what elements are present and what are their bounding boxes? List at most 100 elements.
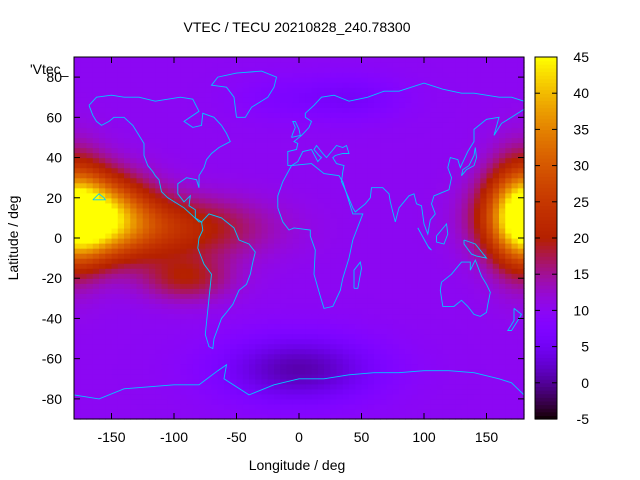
heatmap-cell [461,273,469,279]
heatmap-cell [436,177,444,184]
heatmap-cell [474,308,481,315]
heatmap-cell [92,248,100,254]
heatmap-cell [417,232,425,239]
heatmap-cell [280,333,288,340]
heatmap-cell [249,288,256,294]
heatmap-cell [386,378,394,385]
heatmap-cell [267,102,275,108]
heatmap-cell [174,167,181,174]
heatmap-cell [217,117,225,123]
heatmap-cell [217,333,225,340]
heatmap-cell [424,303,431,309]
heatmap-cell [430,232,438,239]
heatmap-cell [249,303,256,309]
heatmap-cell [136,217,144,224]
heatmap-cell [317,398,325,405]
heatmap-cell [267,413,275,420]
heatmap-cell [261,238,269,244]
heatmap-cell [386,253,394,259]
heatmap-cell [155,152,163,159]
heatmap-cell [224,127,231,134]
heatmap-cell [430,147,438,154]
heatmap-cell [361,77,369,83]
heatmap-cell [380,383,388,390]
heatmap-cell [117,92,125,98]
heatmap-cell [217,147,225,154]
heatmap-cell [386,172,394,179]
heatmap-cell [392,92,400,98]
heatmap-cell [486,202,494,209]
heatmap-cell [374,172,381,179]
heatmap-cell [336,177,344,184]
heatmap-cell [511,152,519,159]
heatmap-cell [124,157,131,164]
heatmap-cell [249,293,256,299]
heatmap-cell [92,147,100,154]
heatmap-cell [405,263,413,269]
heatmap-cell [336,278,344,284]
heatmap-cell [80,263,88,269]
heatmap-cell [267,313,275,320]
heatmap-cell [336,187,344,194]
heatmap-cell [455,117,463,123]
heatmap-cell [430,318,438,325]
heatmap-cell [411,87,419,93]
heatmap-cell [311,92,319,98]
heatmap-cell [455,102,463,108]
heatmap-cell [142,303,150,309]
heatmap-cell [455,358,463,365]
heatmap-cell [349,413,356,420]
heatmap-cell [324,112,331,118]
heatmap-cell [155,413,163,420]
heatmap-cell [86,308,94,315]
heatmap-cell [436,72,444,78]
heatmap-cell [386,87,394,93]
heatmap-cell [199,132,206,139]
heatmap-cell [142,353,150,360]
heatmap-cell [261,273,269,279]
heatmap-cell [111,263,119,269]
heatmap-cell [274,413,281,420]
heatmap-cell [124,243,131,249]
heatmap-cell [274,378,281,385]
heatmap-cell [255,187,263,194]
heatmap-cell [124,172,131,179]
heatmap-cell [111,157,119,164]
heatmap-cell [74,157,81,164]
heatmap-cell [217,343,225,350]
heatmap-cell [436,217,444,224]
heatmap-cell [436,182,444,189]
heatmap-cell [180,283,188,289]
heatmap-cell [105,328,113,335]
heatmap-cell [492,182,500,189]
heatmap-cell [149,333,156,340]
heatmap-cell [274,238,281,244]
heatmap-cell [192,117,200,123]
heatmap-cell [211,117,219,123]
heatmap-cell [142,333,150,340]
heatmap-cell [230,253,238,259]
heatmap-cell [255,368,263,375]
heatmap-cell [292,333,300,340]
heatmap-cell [442,258,450,264]
heatmap-cell [130,413,138,420]
heatmap-cell [499,273,506,279]
heatmap-cell [486,308,494,315]
heatmap-cell [330,353,338,360]
heatmap-cell [167,107,175,113]
heatmap-cell [286,333,294,340]
heatmap-cell [361,162,369,169]
heatmap-cell [455,303,463,309]
heatmap-cell [392,117,400,123]
heatmap-cell [361,313,369,320]
heatmap-cell [480,167,488,174]
heatmap-cell [224,248,231,254]
heatmap-cell [399,192,406,199]
heatmap-cell [161,137,169,144]
heatmap-cell [417,92,425,98]
heatmap-cell [480,238,488,244]
heatmap-cell [74,137,81,144]
heatmap-cell [180,243,188,249]
heatmap-cell [349,373,356,380]
heatmap-cell [174,137,181,144]
